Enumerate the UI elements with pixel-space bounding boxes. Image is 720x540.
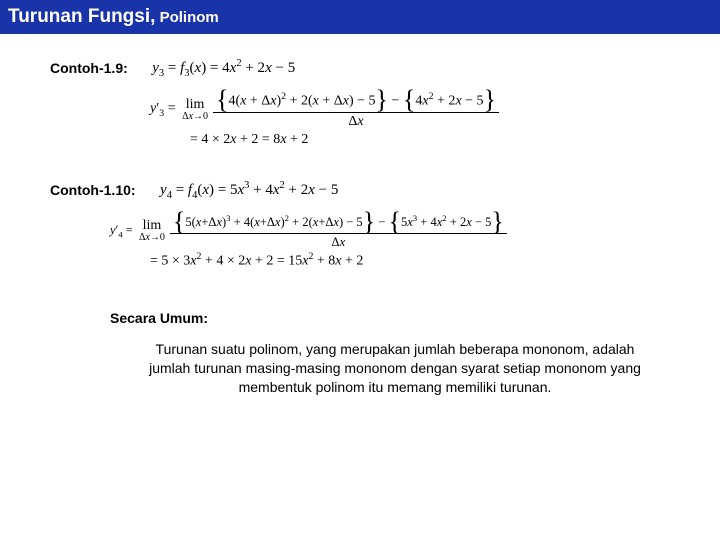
general-text: Turunan suatu polinom, yang merupakan ju…: [145, 340, 645, 397]
example-1-fraction: {4(x + Δx)2 + 2(x + Δx) − 5} − {4x2 + 2x…: [213, 91, 499, 130]
title-bar: Turunan Fungsi, Polinom: [0, 0, 720, 34]
general-section: Secara Umum: Turunan suatu polinom, yang…: [110, 310, 680, 397]
example-2-label: Contoh-1.10:: [50, 182, 136, 198]
example-1-derivation: y′3 = lim Δx→0 {4(x + Δx)2 + 2(x + Δx) −…: [150, 91, 680, 148]
example-2: Contoh-1.10: y4 = f4(x) = 5x3 + 4x2 + 2x…: [50, 180, 680, 270]
limit-symbol: lim Δx→0: [182, 98, 208, 122]
title-main: Turunan Fungsi,: [8, 6, 155, 27]
content-area: Contoh-1.9: y3 = f3(x) = 4x2 + 2x − 5 y′…: [0, 34, 720, 397]
limit-sub: Δx→0: [139, 233, 165, 243]
example-1-denominator: Δx: [345, 113, 366, 130]
title-sub: Polinom: [155, 9, 218, 26]
example-2-derivation: y′4 = lim Δx→0 {5(x+Δx)3 + 4(x+Δx)2 + 2(…: [110, 213, 680, 270]
example-1-label: Contoh-1.9:: [50, 60, 128, 76]
example-2-definition: y4 = f4(x) = 5x3 + 4x2 + 2x − 5: [160, 180, 338, 201]
example-1-result: = 4 × 2x + 2 = 8x + 2: [190, 132, 680, 148]
example-2-numerator: {5(x+Δx)3 + 4(x+Δx)2 + 2(x+Δx) − 5} − {5…: [170, 213, 507, 233]
general-label: Secara Umum:: [110, 310, 680, 326]
limit-symbol: lim Δx→0: [139, 219, 165, 243]
example-1-definition: y3 = f3(x) = 4x2 + 2x − 5: [152, 58, 295, 79]
example-2-fraction: {5(x+Δx)3 + 4(x+Δx)2 + 2(x+Δx) − 5} − {5…: [170, 213, 507, 250]
example-2-result: = 5 × 3x2 + 4 × 2x + 2 = 15x2 + 8x + 2: [150, 251, 680, 270]
example-1-numerator: {4(x + Δx)2 + 2(x + Δx) − 5} − {4x2 + 2x…: [213, 91, 499, 112]
limit-sub: Δx→0: [182, 112, 208, 122]
example-2-limit-row: y′4 = lim Δx→0 {5(x+Δx)3 + 4(x+Δx)2 + 2(…: [110, 213, 680, 250]
example-1-limit-row: y′3 = lim Δx→0 {4(x + Δx)2 + 2(x + Δx) −…: [150, 91, 680, 130]
example-1: Contoh-1.9: y3 = f3(x) = 4x2 + 2x − 5 y′…: [50, 58, 680, 148]
example-2-denominator: Δx: [329, 234, 349, 249]
